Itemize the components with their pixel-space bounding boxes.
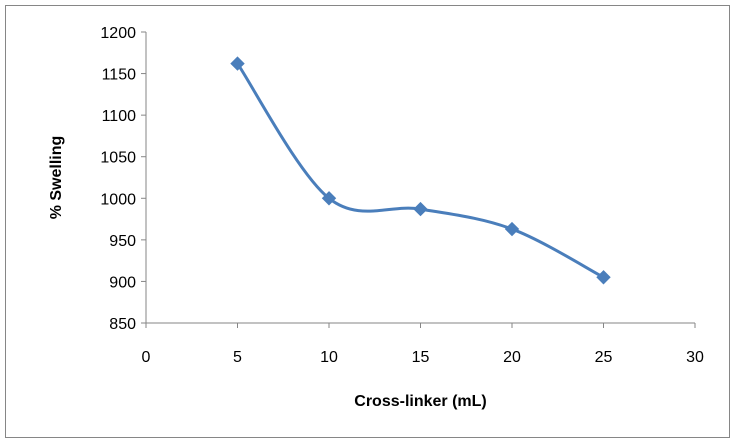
y-axis-title: % Swelling <box>48 136 65 220</box>
data-point-marker <box>596 270 611 285</box>
series-layer <box>230 56 611 285</box>
data-point-marker <box>413 201 428 217</box>
x-tick-label: 20 <box>503 349 521 366</box>
data-point-marker <box>230 56 245 71</box>
y-tick-label: 850 <box>109 316 136 333</box>
y-tick-label: 1050 <box>100 150 136 167</box>
axes <box>141 31 696 328</box>
x-tick-label: 30 <box>686 349 704 366</box>
y-tick-label: 900 <box>109 274 136 291</box>
x-tick-label: 15 <box>412 349 430 366</box>
y-tick-label: 1150 <box>102 67 137 84</box>
x-tick-label: 0 <box>142 349 151 366</box>
y-tick-label: 1200 <box>100 25 136 42</box>
series-line <box>236 62 605 279</box>
tick-labels: 850 900 950 1000 1050 1100 1150 1200 0 5 10 15 20 25 3… <box>100 25 704 366</box>
x-tick-label: 10 <box>320 349 338 366</box>
y-tick-label: 1000 <box>100 191 136 208</box>
x-axis-title: Cross-linker (mL) <box>354 393 486 410</box>
data-point-marker <box>504 221 520 237</box>
y-tick-label: 950 <box>109 233 136 250</box>
x-tick-label: 5 <box>233 349 242 366</box>
chart-frame <box>5 5 730 438</box>
x-tick-label: 25 <box>595 349 613 366</box>
y-tick-label: 1100 <box>102 108 137 125</box>
data-point-marker <box>321 191 337 206</box>
